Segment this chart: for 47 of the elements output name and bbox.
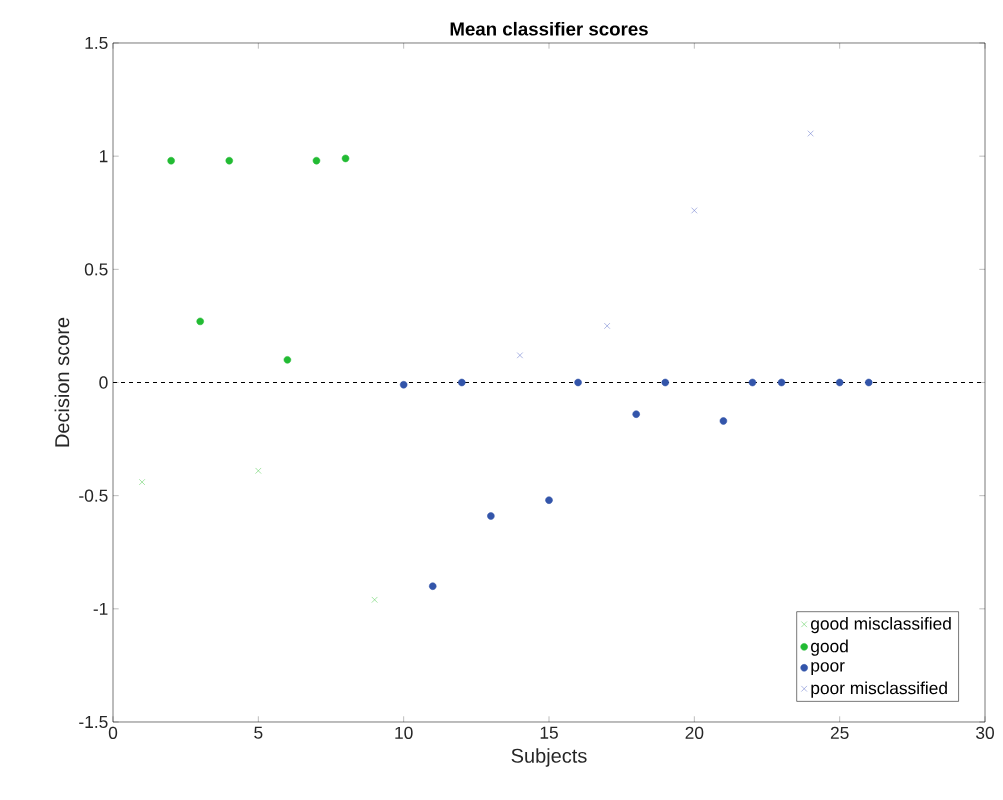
point <box>255 467 262 474</box>
legend-label: good misclassified <box>811 617 951 634</box>
point <box>632 410 640 418</box>
legend-label: poor misclassified <box>811 681 947 698</box>
y-tick-label: 1 <box>99 150 108 163</box>
point <box>371 596 378 603</box>
point <box>604 322 611 330</box>
point <box>691 207 698 214</box>
x-axis-title: Subjects <box>511 748 587 767</box>
point <box>748 378 757 387</box>
point <box>399 381 408 389</box>
legend-label: poor <box>811 662 845 676</box>
point <box>341 154 350 163</box>
point <box>835 378 844 387</box>
point <box>777 378 786 387</box>
point <box>138 478 146 486</box>
x-tick-label: 0 <box>108 726 118 739</box>
point <box>719 417 728 425</box>
point <box>196 317 204 326</box>
y-tick-label: -0.5 <box>79 489 108 502</box>
point <box>516 352 524 359</box>
point <box>225 156 233 165</box>
x-tick-label: 25 <box>830 726 849 739</box>
point <box>545 496 553 504</box>
point <box>661 378 670 387</box>
y-tick-label: 0.5 <box>84 263 108 276</box>
point <box>283 356 292 364</box>
legend-label: good <box>811 639 848 656</box>
point <box>865 378 873 387</box>
point <box>807 130 814 137</box>
chart-title: Mean classifier scores <box>450 21 648 36</box>
y-axis-title: Decision score <box>54 317 70 447</box>
y-tick-label: 0 <box>99 376 108 389</box>
x-tick-label: 15 <box>540 726 558 739</box>
y-tick-label: -1 <box>93 602 108 615</box>
point <box>429 582 437 590</box>
x-tick-label: 30 <box>976 726 994 739</box>
point <box>312 156 321 165</box>
point <box>167 156 175 165</box>
x-tick-label: 10 <box>395 726 413 739</box>
point <box>487 512 495 520</box>
y-tick-label: 1.5 <box>85 36 108 50</box>
point <box>574 378 582 387</box>
x-tick-label: 20 <box>685 726 704 739</box>
y-tick-label: -1.5 <box>79 715 108 729</box>
point <box>458 378 466 387</box>
x-tick-label: 5 <box>254 726 263 739</box>
